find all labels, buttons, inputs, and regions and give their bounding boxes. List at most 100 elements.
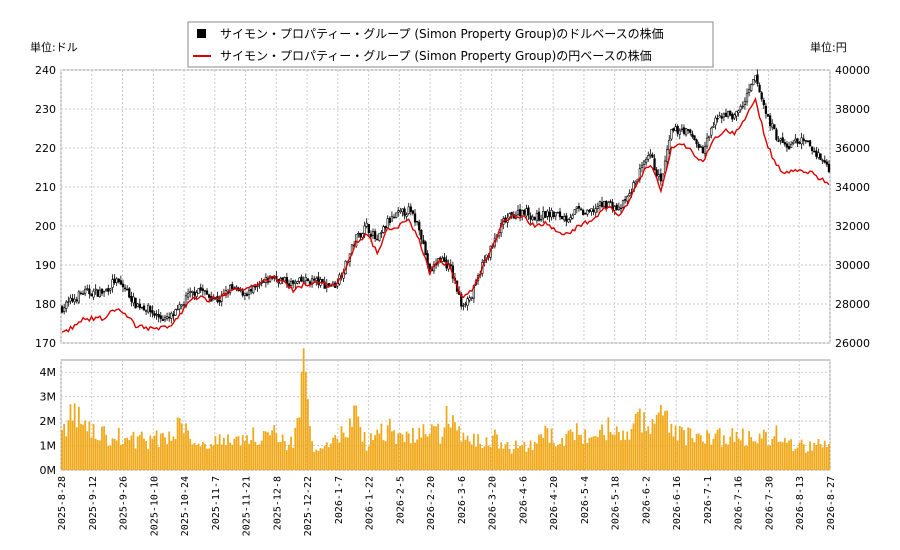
volume-bar [783,437,786,470]
candle-body [689,129,692,133]
volume-bar [124,438,126,470]
volume-bar [130,435,133,470]
yen-tick-label: 30000 [835,259,870,272]
candle-body [575,206,578,209]
candle-body [573,209,576,215]
candle-body [657,174,660,177]
volume-bar [634,413,637,470]
x-tick-label: 2026-2-5 [395,476,406,524]
candle-body [586,209,589,215]
volume-bar [790,439,793,470]
yen-tick-label: 36000 [835,142,870,155]
volume-bar [550,428,553,470]
volume-bar [554,446,557,470]
candle-body [321,278,324,283]
x-tick-label: 2026-8-27 [826,476,837,530]
candle-body [382,226,385,233]
candle-body [668,139,671,151]
volume-bar [418,427,421,470]
volume-bar [94,438,97,470]
volume-bar [340,426,343,470]
candle-body [626,196,629,202]
volume-bar [502,448,505,470]
volume-tick-label: 0M [40,464,57,477]
volume-bar [582,443,585,470]
x-tick-label: 2026-7-1 [703,476,714,524]
candle-body [155,313,158,316]
candle-body [590,208,593,212]
candle-body [508,213,511,218]
volume-bar [680,427,683,470]
volume-bar [275,433,278,470]
candle-body [642,160,646,165]
candle-body [102,290,106,293]
volume-bar [723,435,725,470]
candle-body [424,241,427,256]
x-tick-label: 2025-9-12 [88,476,99,530]
candle-body [758,84,761,93]
candle-body [672,128,675,131]
candle-body [140,306,144,309]
volume-bar [691,438,694,470]
x-tick-label: 2025-10-10 [149,476,160,536]
candle-body [407,206,410,214]
candle-body [117,278,120,283]
candle-body [712,125,715,128]
candle-body [193,291,196,296]
volume-bar [620,440,622,470]
volume-bar [225,445,227,470]
volume-gridlines [60,360,831,471]
volume-bar [771,438,774,470]
volume-bar [487,445,490,470]
volume-bar [536,443,538,470]
candle-body [470,296,473,299]
candle-body [825,161,828,165]
candle-body [676,125,679,134]
volume-bar [153,435,156,470]
candle-body [151,310,154,314]
volume-bar [788,440,790,470]
volume-bar [510,453,513,470]
candle-body [317,276,320,285]
volume-bar [557,444,559,470]
candle-body [516,209,520,215]
candle-body [588,209,591,212]
candle-body [827,163,831,172]
candle-body [785,143,789,148]
candle-body [808,140,812,147]
volume-bar [544,425,547,470]
candle-body [182,304,186,306]
candle-body [678,130,681,135]
volume-bar [279,441,282,470]
volume-bar [254,441,257,470]
volume-bar [271,430,274,470]
candle-body [731,113,734,120]
volume-bar [306,398,309,470]
volume-bar [264,431,267,470]
volume-bar [659,404,662,470]
candle-body [523,209,526,215]
candle-body [411,210,415,214]
candle-body [294,281,297,285]
volume-bar [504,444,507,470]
candle-body [806,140,810,143]
candle-body [327,283,331,286]
volume-bar [344,437,347,470]
volume-bar [481,448,484,470]
candle-body [798,142,801,144]
candle-body [376,238,379,241]
price-tick-label: 170 [35,337,56,350]
candle-body [533,216,536,220]
volume-bar [351,426,353,470]
candle-body [390,215,394,222]
volume-bar [540,434,542,470]
candle-body [399,210,402,213]
volume-bar [468,441,471,470]
volume-bar [395,443,398,470]
candle-body [781,137,784,143]
x-tick-label: 2026-1-7 [334,476,345,524]
volume-bar [447,423,450,470]
yen-tick-label: 32000 [835,220,870,233]
volume-bar [269,435,271,470]
volume-bar [197,443,200,470]
